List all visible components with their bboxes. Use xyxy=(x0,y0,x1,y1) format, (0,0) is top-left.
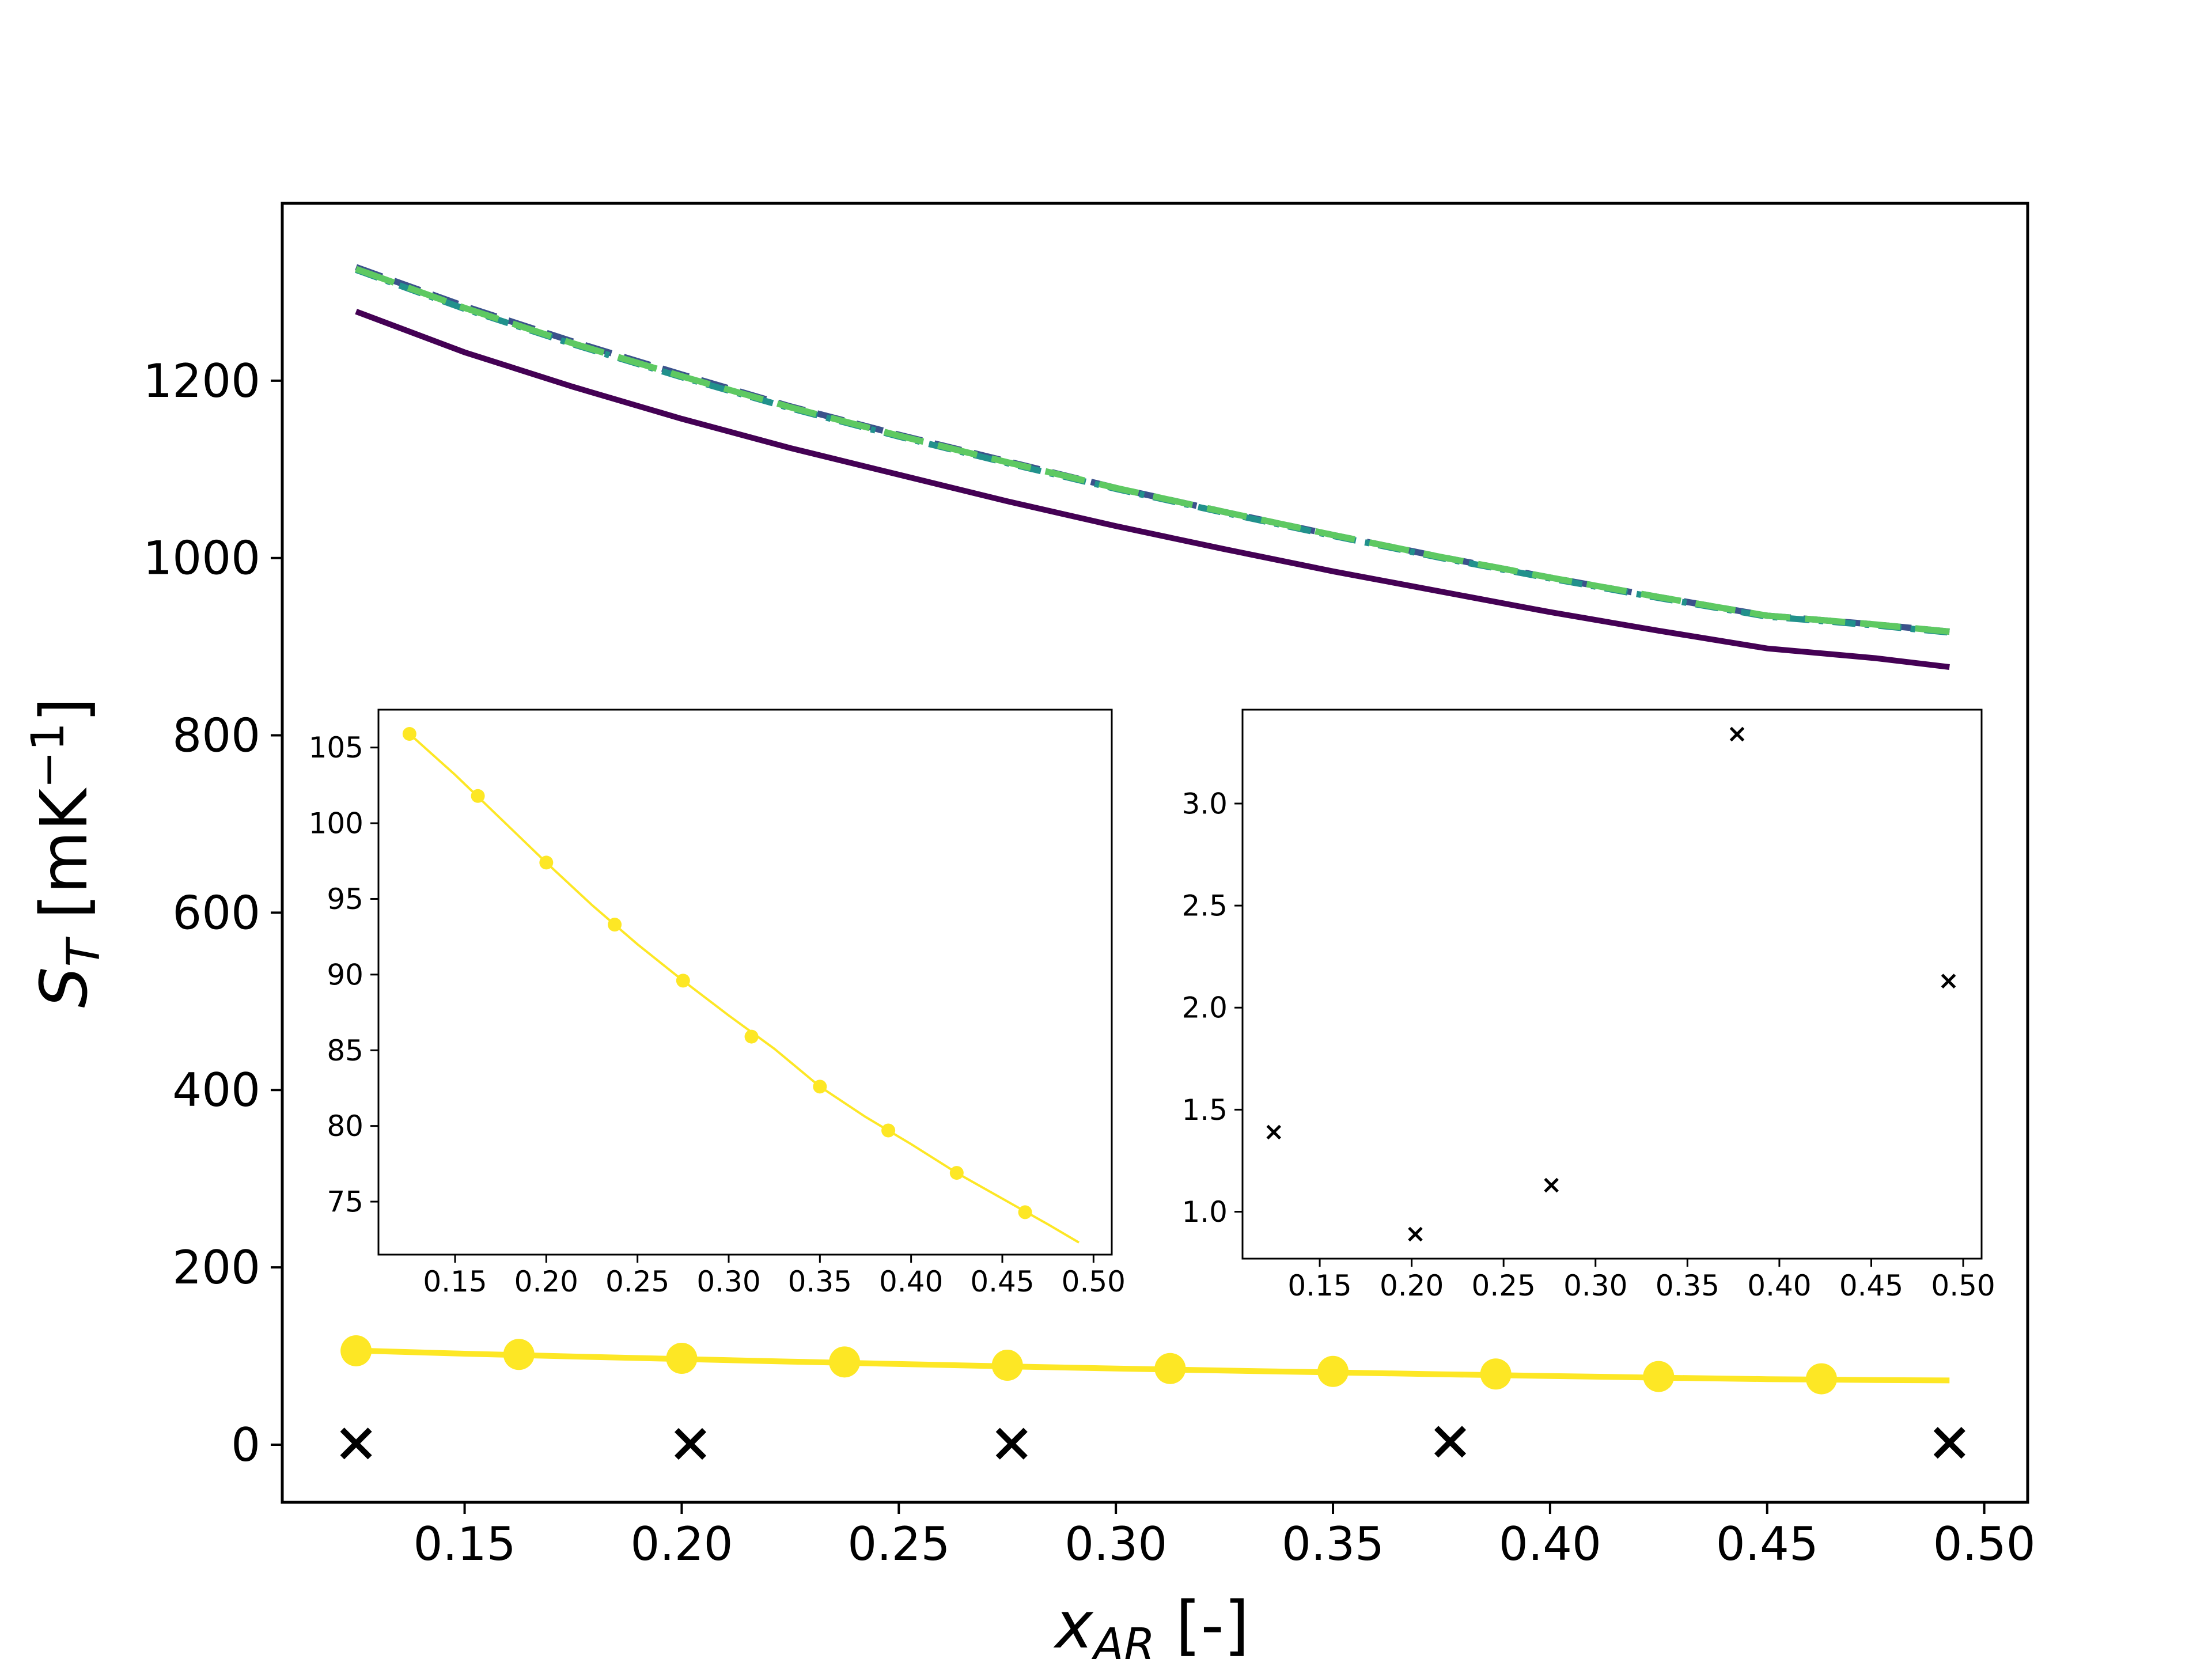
inset-right-data-point xyxy=(1408,1226,1423,1242)
data-point-circle xyxy=(1480,1358,1512,1390)
inset-left-data-point xyxy=(881,1123,896,1138)
inset-right-y-tick-label: 2.0 xyxy=(1181,991,1228,1025)
series-line-yellow xyxy=(355,1347,1950,1384)
inset-right-data-point xyxy=(1729,726,1745,742)
data-point-cross xyxy=(674,1428,707,1460)
inset-left-x-tick-label: 0.25 xyxy=(605,1265,669,1298)
series-line-solid xyxy=(355,309,1950,670)
data-point-circle xyxy=(503,1339,535,1370)
inset-left-y-tick-label: 85 xyxy=(327,1034,363,1067)
x-axis-label-subscript: AR xyxy=(1090,1619,1156,1659)
y-axis-label-exponent: −1 xyxy=(22,722,74,789)
main-y-tick-label: 600 xyxy=(172,886,260,940)
main-x-tick-label: 0.45 xyxy=(1716,1517,1819,1571)
series-line-dashdot xyxy=(355,267,1950,636)
inset-right-plot-marks: 0.15 0.20 0.25 0.30 0.35 0.40 0.45 0.50 1.0 1.5 2.… xyxy=(1181,709,1995,1302)
x-axis-label-symbol: x xyxy=(1053,1588,1094,1659)
main-x-tick-label: 0.35 xyxy=(1282,1517,1384,1571)
inset-left-y-tick-label: 80 xyxy=(327,1109,363,1143)
inset-right-y-tick-label: 1.5 xyxy=(1181,1093,1228,1127)
inset-left-x-tick-label: 0.15 xyxy=(423,1265,487,1298)
inset-left-y-tick-label: 95 xyxy=(327,882,363,916)
data-point-cross xyxy=(995,1427,1028,1460)
main-x-tick-label: 0.25 xyxy=(847,1517,950,1571)
data-point-circle xyxy=(1805,1363,1837,1395)
inset-right-x-tick-label: 0.50 xyxy=(1931,1269,1995,1302)
main-y-tick-label: 0 xyxy=(231,1418,260,1472)
data-point-cross xyxy=(1434,1426,1467,1458)
main-y-tick-label: 1000 xyxy=(143,532,260,585)
data-point-circle xyxy=(1317,1355,1349,1387)
inset-left-frame xyxy=(377,709,1113,1256)
inset-right-frame xyxy=(1241,709,1983,1260)
main-x-tick-label: 0.20 xyxy=(630,1517,733,1571)
inset-left-data-point xyxy=(539,855,554,870)
y-axis-label-unit: [mK xyxy=(27,787,102,939)
y-axis-label-bracket: ] xyxy=(27,697,102,722)
inset-left-x-tick-label: 0.35 xyxy=(788,1265,852,1298)
inset-right-x-tick-label: 0.35 xyxy=(1656,1269,1719,1302)
inset-right-x-tick-label: 0.45 xyxy=(1839,1269,1903,1302)
data-point-cross xyxy=(340,1427,372,1460)
inset-right-y-tick-label: 1.0 xyxy=(1181,1195,1228,1229)
inset-left-data-point xyxy=(813,1080,827,1094)
main-x-tick-label: 0.15 xyxy=(414,1517,516,1571)
data-point-cross xyxy=(1933,1427,1965,1459)
inset-left-x-tick-label: 0.45 xyxy=(970,1265,1034,1298)
inset-left-data-point xyxy=(471,789,485,803)
inset-left-x-tick-label: 0.20 xyxy=(514,1265,578,1298)
main-frame xyxy=(281,202,2029,1504)
main-plot-marks: 0.15 0.20 0.25 0.30 0.35 0.40 0.45 0.50 0 200 400 6… xyxy=(143,202,2036,1571)
inset-left-y-tick-label: 100 xyxy=(309,807,363,840)
inset-left-y-tick-label: 105 xyxy=(309,731,363,764)
inset-left-data-point xyxy=(744,1029,759,1044)
main-x-tick-label: 0.30 xyxy=(1065,1517,1167,1571)
inset-left-data-point xyxy=(1018,1205,1032,1219)
inset-right-data-point xyxy=(1544,1177,1559,1193)
main-x-tick-label: 0.40 xyxy=(1499,1517,1601,1571)
data-point-circle xyxy=(991,1350,1023,1381)
inset-right-x-tick-label: 0.40 xyxy=(1747,1269,1811,1302)
inset-left-data-point xyxy=(608,918,622,932)
data-point-circle xyxy=(829,1346,861,1378)
inset-left-y-tick-label: 75 xyxy=(327,1185,363,1219)
inset-left-data-point xyxy=(402,727,416,741)
data-point-circle xyxy=(340,1335,372,1366)
inset-right-background xyxy=(1243,710,1982,1259)
x-axis-label-unit: [-] xyxy=(1155,1588,1249,1659)
y-axis-label-symbol: S xyxy=(27,967,102,1008)
inset-right-y-tick-label: 3.0 xyxy=(1181,787,1228,820)
inset-left-y-tick-label: 90 xyxy=(327,958,363,991)
x-axis-label: xAR [-] xyxy=(1053,1588,1249,1659)
data-point-circle xyxy=(1154,1353,1186,1384)
inset-right-x-tick-label: 0.20 xyxy=(1380,1269,1444,1302)
series-line-dashed-long xyxy=(355,266,1950,635)
inset-right-x-tick-label: 0.30 xyxy=(1563,1269,1627,1302)
inset-left-x-tick-label: 0.40 xyxy=(879,1265,943,1298)
inset-right-data-point xyxy=(1941,974,1956,988)
main-y-tick-label: 200 xyxy=(172,1241,260,1294)
inset-left-plot-marks: 0.15 0.20 0.25 0.30 0.35 0.40 0.45 0.50 75 80 85 90… xyxy=(309,709,1126,1298)
inset-right-data-point xyxy=(1266,1124,1282,1140)
data-point-circle xyxy=(666,1343,698,1374)
series-line-dashed xyxy=(355,264,1950,635)
main-x-tick-label: 0.50 xyxy=(1933,1517,2036,1571)
main-y-tick-label: 800 xyxy=(172,709,260,763)
main-y-tick-label: 1200 xyxy=(143,354,260,408)
inset-right-y-tick-label: 2.5 xyxy=(1181,889,1228,923)
inset-left-data-point xyxy=(949,1166,964,1180)
data-point-circle xyxy=(1643,1361,1675,1392)
inset-right-x-tick-label: 0.15 xyxy=(1287,1269,1351,1302)
y-axis-label-subscript: T xyxy=(58,937,110,967)
inset-left-data-point xyxy=(676,974,690,988)
main-y-tick-label: 400 xyxy=(172,1063,260,1117)
inset-right-x-tick-label: 0.25 xyxy=(1472,1269,1536,1302)
inset-left-x-tick-label: 0.50 xyxy=(1062,1265,1126,1298)
inset-left-background xyxy=(378,710,1112,1255)
y-axis-label: ST [mK−1] xyxy=(22,697,110,1007)
inset-left-x-tick-label: 0.30 xyxy=(696,1265,760,1298)
